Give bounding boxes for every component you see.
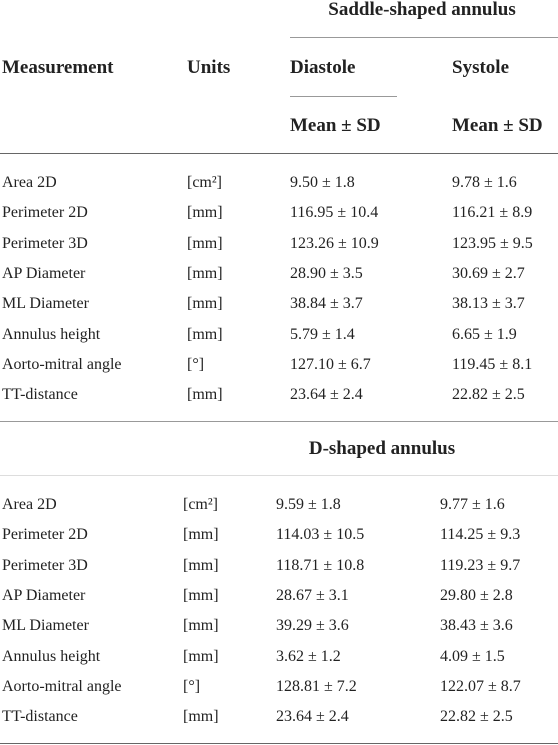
column-header: Measurement (2, 57, 114, 78)
cell: Area 2D (2, 174, 57, 191)
cell: [mm] (187, 325, 223, 343)
cell: 123.26 ± 10.9 (290, 234, 379, 252)
group-title: Saddle-shaped annulus (328, 0, 516, 20)
subheader: Mean ± SD (290, 115, 381, 136)
cell: AP Diameter (2, 586, 86, 604)
column-header: Systole (452, 57, 509, 78)
rule (0, 475, 558, 476)
cell: 122.07 ± 8.7 (440, 677, 521, 695)
cell: [mm] (187, 264, 223, 282)
cell: 128.81 ± 7.2 (276, 677, 357, 695)
cell: [mm] (187, 386, 223, 404)
section-title: D-shaped annulus (308, 438, 456, 459)
cell: 29.80 ± 2.8 (440, 586, 513, 604)
cell: AP Diameter (2, 264, 86, 282)
cell: 9.50 ± 1.8 (290, 174, 355, 191)
cell: 23.64 ± 2.4 (276, 708, 349, 726)
cell: 38.13 ± 3.7 (452, 295, 525, 313)
cell: Annulus height (2, 325, 101, 343)
column-header: Units (187, 57, 231, 78)
cell: 116.95 ± 10.4 (290, 204, 379, 222)
rule (0, 153, 558, 154)
cell: [mm] (183, 617, 219, 635)
cell: TT-distance (2, 386, 78, 404)
cell: 123.95 ± 9.5 (452, 234, 533, 252)
cell: [mm] (183, 647, 219, 665)
cell: 9.78 ± 1.6 (452, 174, 517, 191)
cell: 28.67 ± 3.1 (276, 586, 349, 604)
rule (290, 96, 397, 97)
cell: [mm] (187, 204, 223, 222)
cell: [cm²] (183, 496, 218, 513)
cell: Perimeter 2D (2, 526, 88, 544)
cell: 23.64 ± 2.4 (290, 386, 363, 404)
column-header: Diastole (290, 57, 356, 78)
cell: [mm] (187, 295, 223, 313)
cell: Perimeter 2D (2, 204, 88, 222)
cell: 9.59 ± 1.8 (276, 496, 341, 513)
cell: 114.25 ± 9.3 (440, 526, 521, 544)
cell: 118.71 ± 10.8 (276, 556, 365, 574)
rule (290, 37, 558, 38)
cell: 9.77 ± 1.6 (440, 496, 505, 513)
cell: Perimeter 3D (2, 234, 88, 252)
rule (0, 421, 558, 422)
cell: 22.82 ± 2.5 (440, 708, 513, 726)
cell: Area 2D (2, 496, 57, 513)
cell: [mm] (183, 556, 219, 574)
cell: 38.84 ± 3.7 (290, 295, 363, 313)
cell: [mm] (187, 234, 223, 252)
cell: [mm] (183, 708, 219, 726)
cell: [mm] (183, 586, 219, 604)
cell: Aorto-mitral angle (2, 355, 122, 373)
cell: 127.10 ± 6.7 (290, 355, 371, 373)
cell: 114.03 ± 10.5 (276, 526, 365, 544)
cell: [mm] (183, 526, 219, 544)
cell: TT-distance (2, 708, 78, 726)
cell: 38.43 ± 3.6 (440, 617, 513, 635)
cell: 116.21 ± 8.9 (452, 204, 533, 222)
cell: [°] (183, 677, 201, 695)
subheader: Mean ± SD (452, 115, 543, 136)
cell: 6.65 ± 1.9 (452, 325, 517, 343)
cell: 28.90 ± 3.5 (290, 264, 363, 282)
cell: 119.45 ± 8.1 (452, 355, 533, 373)
cell: 30.69 ± 2.7 (452, 264, 525, 282)
cell: 39.29 ± 3.6 (276, 617, 349, 635)
cell: 3.62 ± 1.2 (276, 647, 341, 665)
cell: Perimeter 3D (2, 556, 88, 574)
cell: ML Diameter (2, 617, 89, 635)
cell: 5.79 ± 1.4 (290, 325, 355, 343)
cell: Annulus height (2, 647, 101, 665)
cell: [°] (187, 355, 205, 373)
cell: [cm²] (187, 174, 222, 191)
cell: 22.82 ± 2.5 (452, 386, 525, 404)
rule (0, 743, 558, 744)
cell: 119.23 ± 9.7 (440, 556, 521, 574)
cell: ML Diameter (2, 295, 89, 313)
cell: 4.09 ± 1.5 (440, 647, 505, 665)
cell: Aorto-mitral angle (2, 677, 122, 695)
